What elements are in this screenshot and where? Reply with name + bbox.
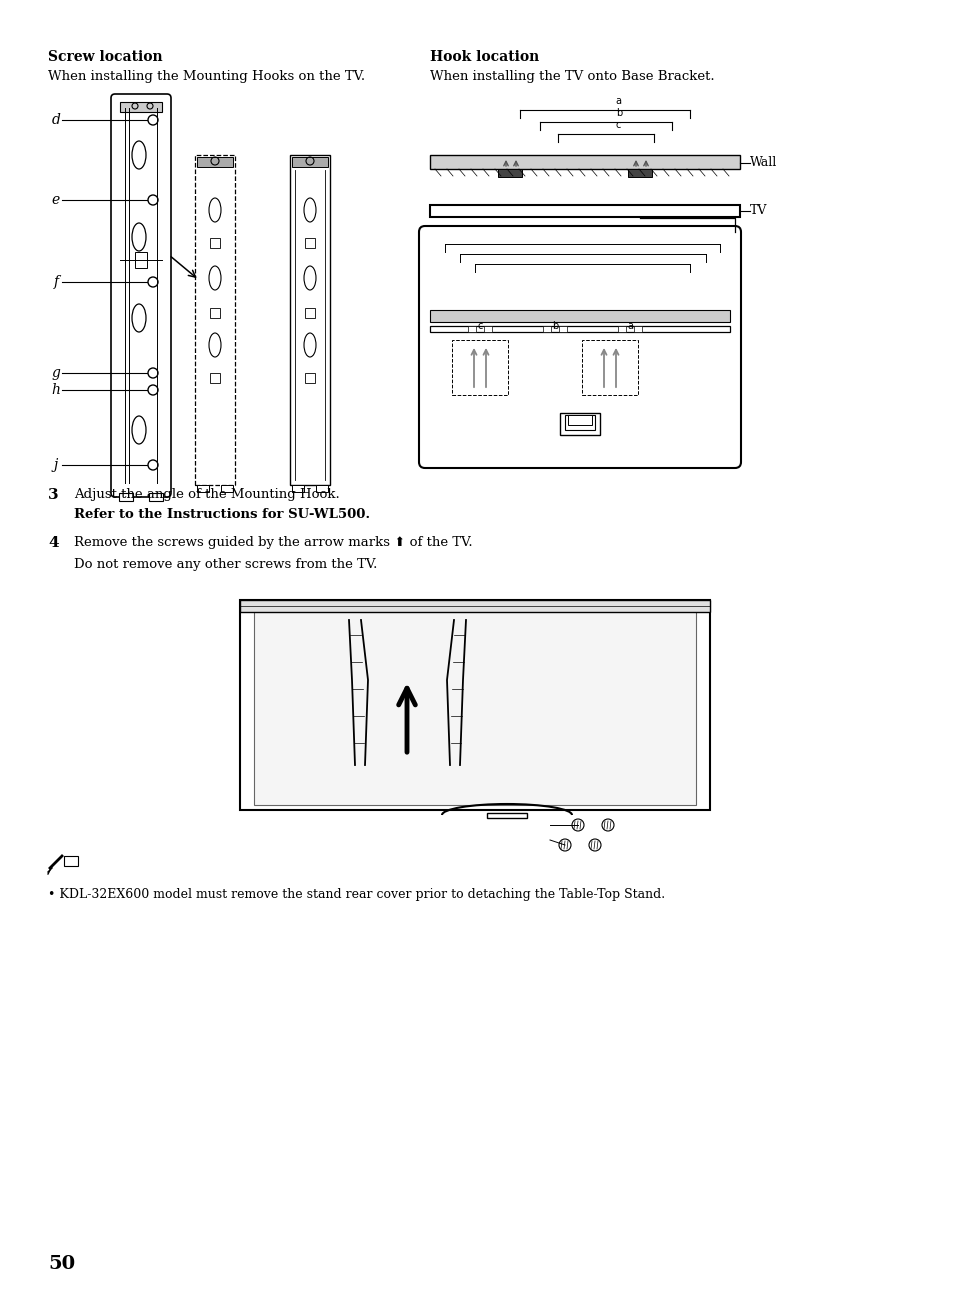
Bar [627, 169, 651, 177]
Text: Remove the screws guided by the arrow marks ⬆ of the TV.: Remove the screws guided by the arrow ma… [74, 536, 472, 549]
Text: When installing the TV onto Base Bracket.: When installing the TV onto Base Bracket… [430, 70, 714, 83]
Text: 4: 4 [48, 536, 58, 550]
Bar [290, 154, 330, 485]
Bar [194, 154, 234, 485]
Text: Adjust the angle of the Mounting Hook.: Adjust the angle of the Mounting Hook. [74, 488, 339, 501]
Bar [497, 169, 521, 177]
Bar [119, 493, 132, 501]
Bar [253, 607, 696, 805]
Text: b: b [551, 321, 558, 331]
Text: When installing the Mounting Hooks on the TV.: When installing the Mounting Hooks on th… [48, 70, 365, 83]
Bar [634, 326, 641, 332]
Text: Refer to the Instructions for SU-WL500.: Refer to the Instructions for SU-WL500. [74, 508, 370, 520]
Bar [468, 326, 476, 332]
Bar [618, 326, 625, 332]
Bar [564, 415, 595, 430]
Text: b: b [616, 108, 621, 118]
Text: a: a [615, 96, 620, 106]
Bar [305, 238, 314, 248]
Polygon shape [240, 600, 709, 611]
Bar [305, 308, 314, 318]
FancyBboxPatch shape [111, 93, 171, 497]
Bar [559, 413, 599, 435]
Ellipse shape [132, 415, 146, 444]
Bar [120, 103, 162, 112]
Text: Wall: Wall [749, 157, 777, 170]
Circle shape [558, 839, 571, 851]
Text: e: e [51, 193, 60, 206]
Bar [430, 205, 740, 217]
Bar [221, 485, 233, 492]
Ellipse shape [132, 304, 146, 332]
Bar [64, 855, 78, 866]
Bar [135, 252, 147, 267]
Bar [430, 310, 729, 322]
Text: j: j [53, 458, 58, 472]
Text: c: c [616, 119, 620, 130]
Bar [149, 493, 163, 501]
Text: g: g [51, 366, 60, 380]
FancyBboxPatch shape [418, 226, 740, 469]
Text: f: f [53, 275, 58, 289]
Ellipse shape [132, 141, 146, 169]
Ellipse shape [304, 199, 315, 222]
Bar [430, 326, 729, 332]
Bar [240, 600, 709, 810]
Bar [483, 326, 492, 332]
Text: c: c [476, 321, 482, 331]
Bar [210, 238, 220, 248]
Text: Hook location: Hook location [430, 51, 538, 64]
Bar [430, 154, 740, 169]
Circle shape [601, 819, 614, 831]
Ellipse shape [209, 266, 221, 289]
Ellipse shape [209, 334, 221, 357]
Text: TV: TV [749, 205, 766, 218]
Text: Screw location: Screw location [48, 51, 162, 64]
Ellipse shape [304, 334, 315, 357]
Text: 50: 50 [48, 1255, 75, 1273]
Bar [210, 308, 220, 318]
Circle shape [588, 839, 600, 851]
Text: d: d [51, 113, 60, 127]
Ellipse shape [304, 266, 315, 289]
Bar [196, 485, 209, 492]
Text: 3: 3 [48, 488, 58, 502]
Bar [486, 813, 526, 818]
Text: Do not remove any other screws from the TV.: Do not remove any other screws from the … [74, 558, 377, 571]
Text: h: h [51, 383, 60, 397]
Bar [581, 340, 638, 395]
Bar [305, 373, 314, 383]
Text: a: a [626, 321, 633, 331]
Bar [452, 340, 507, 395]
Bar [292, 157, 328, 167]
Bar [196, 157, 233, 167]
Circle shape [572, 819, 583, 831]
Ellipse shape [209, 199, 221, 222]
Bar [567, 415, 592, 424]
Bar [210, 373, 220, 383]
Ellipse shape [132, 223, 146, 251]
Bar [292, 485, 304, 492]
Bar [558, 326, 566, 332]
Text: • KDL-32EX600 model must remove the stand rear cover prior to detaching the Tabl: • KDL-32EX600 model must remove the stan… [48, 888, 664, 901]
Bar [542, 326, 551, 332]
Bar [315, 485, 328, 492]
